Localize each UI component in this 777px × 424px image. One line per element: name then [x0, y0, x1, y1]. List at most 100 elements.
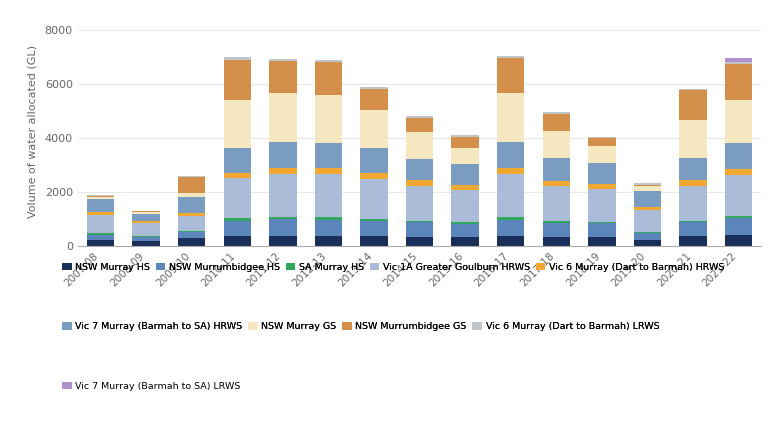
Bar [269, 174, 297, 217]
Bar [542, 223, 570, 237]
Bar [87, 198, 114, 212]
Bar [315, 168, 342, 174]
Bar [542, 181, 570, 186]
Bar [679, 236, 707, 246]
Bar [178, 176, 205, 177]
Bar [588, 138, 615, 146]
Bar [132, 212, 160, 214]
Bar [132, 237, 160, 240]
Bar [406, 116, 434, 118]
Bar [451, 237, 479, 246]
Bar [497, 59, 524, 93]
Bar [178, 193, 205, 198]
Bar [406, 186, 434, 220]
Bar [361, 173, 388, 179]
Bar [634, 210, 661, 232]
Bar [588, 190, 615, 222]
Bar [269, 61, 297, 93]
Bar [588, 184, 615, 190]
Bar [269, 142, 297, 168]
Bar [178, 213, 205, 216]
Bar [725, 218, 752, 235]
Bar [634, 232, 661, 233]
Bar [497, 56, 524, 59]
Bar [542, 114, 570, 131]
Bar [451, 148, 479, 164]
Bar [315, 143, 342, 168]
Bar [542, 221, 570, 223]
Bar [588, 146, 615, 162]
Bar [87, 233, 114, 234]
Bar [269, 168, 297, 174]
Bar [87, 215, 114, 233]
Bar [497, 93, 524, 142]
Bar [132, 236, 160, 237]
Bar [87, 240, 114, 246]
Bar [725, 176, 752, 216]
Bar [315, 95, 342, 143]
Bar [725, 169, 752, 176]
Bar [361, 86, 388, 89]
Bar [315, 220, 342, 236]
Bar [224, 221, 251, 237]
Bar [87, 195, 114, 196]
Bar [497, 174, 524, 218]
Bar [269, 59, 297, 61]
Bar [406, 159, 434, 180]
Bar [315, 62, 342, 95]
Bar [406, 237, 434, 246]
Bar [224, 218, 251, 221]
Bar [451, 135, 479, 137]
Bar [361, 221, 388, 236]
Bar [224, 57, 251, 59]
Bar [178, 231, 205, 232]
Bar [725, 58, 752, 61]
Bar [361, 110, 388, 148]
Bar [451, 137, 479, 148]
Bar [87, 234, 114, 240]
Bar [451, 164, 479, 185]
Bar [315, 174, 342, 218]
Bar [679, 186, 707, 220]
Bar [269, 236, 297, 246]
Bar [542, 237, 570, 246]
Bar [178, 198, 205, 213]
Bar [178, 216, 205, 231]
Bar [725, 216, 752, 218]
Bar [361, 89, 388, 110]
Bar [725, 143, 752, 169]
Bar [406, 118, 434, 132]
Bar [406, 132, 434, 159]
Bar [588, 223, 615, 237]
Bar [178, 238, 205, 246]
Bar [634, 191, 661, 207]
Bar [542, 112, 570, 114]
Legend: Vic 7 Murray (Barmah to SA) HRWS, NSW Murray GS, NSW Murrumbidgee GS, Vic 6 Murr: Vic 7 Murray (Barmah to SA) HRWS, NSW Mu… [62, 322, 659, 331]
Bar [542, 158, 570, 181]
Bar [406, 180, 434, 186]
Bar [497, 220, 524, 236]
Bar [679, 220, 707, 223]
Bar [361, 219, 388, 221]
Bar [634, 207, 661, 210]
Legend: Vic 7 Murray (Barmah to SA) LRWS: Vic 7 Murray (Barmah to SA) LRWS [62, 382, 241, 391]
Bar [634, 186, 661, 191]
Bar [178, 177, 205, 193]
Bar [224, 173, 251, 178]
Bar [679, 158, 707, 180]
Bar [588, 137, 615, 138]
Bar [725, 235, 752, 246]
Bar [132, 221, 160, 223]
Bar [679, 120, 707, 158]
Bar [588, 222, 615, 223]
Bar [132, 240, 160, 246]
Bar [269, 217, 297, 219]
Bar [725, 100, 752, 143]
Bar [634, 184, 661, 186]
Bar [725, 64, 752, 100]
Bar [315, 60, 342, 62]
Bar [224, 237, 251, 246]
Bar [178, 232, 205, 238]
Bar [451, 222, 479, 223]
Bar [315, 218, 342, 220]
